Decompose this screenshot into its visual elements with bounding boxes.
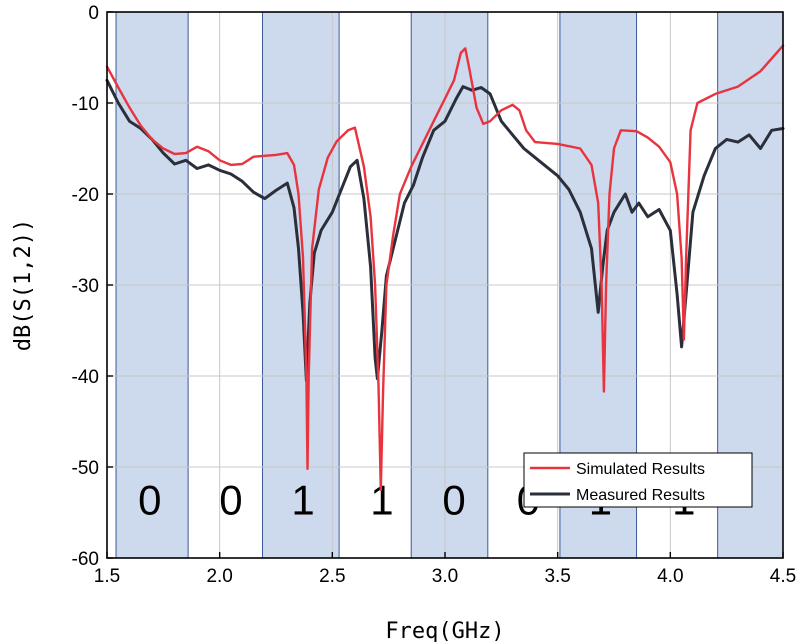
x-axis-title: Freq(GHz) — [385, 619, 504, 642]
y-tick-label-1: -10 — [72, 94, 99, 115]
series-line-measured-results — [105, 78, 785, 383]
x-tick-label-5: 4.0 — [657, 566, 683, 587]
x-tick-label-0: 1.5 — [94, 566, 120, 587]
y-axis-title: dB(S(1,2)) — [11, 219, 36, 351]
y-tick-label-5: -50 — [72, 458, 99, 479]
legend-label-1: Simulated Results — [576, 461, 705, 478]
bit-label-2: 0 — [219, 476, 242, 523]
y-tick-label-2: -20 — [72, 185, 99, 206]
x-tick-label-1: 2.0 — [206, 566, 232, 587]
bit-label-1: 0 — [138, 476, 161, 523]
bit-label-3: 1 — [291, 476, 314, 523]
y-tick-label-0: 0 — [88, 3, 99, 24]
x-tick-label-4: 3.5 — [544, 566, 570, 587]
x-tick-label-3: 3.0 — [432, 566, 458, 587]
y-tick-label-3: -30 — [72, 276, 99, 297]
legend-box — [523, 452, 753, 508]
axis-ticks: 1.5 2.0 2.5 3.0 3.5 4.0 4.5 0 -10 -20 -30 -40 -50 -60 — [72, 3, 797, 587]
legend-label-2: Measured Results — [576, 487, 705, 504]
x-tick-label-2: 2.5 — [319, 566, 345, 587]
x-tick-label-6: 4.5 — [770, 566, 796, 587]
series-lines — [105, 44, 785, 491]
series-line-simulated-results — [105, 44, 785, 491]
y-tick-label-4: -40 — [72, 367, 99, 388]
bit-label-5: 0 — [442, 476, 465, 523]
legend: Simulated Results Measured Results — [523, 452, 753, 508]
bit-label-4: 1 — [370, 476, 393, 523]
y-tick-label-6: -60 — [72, 549, 99, 570]
